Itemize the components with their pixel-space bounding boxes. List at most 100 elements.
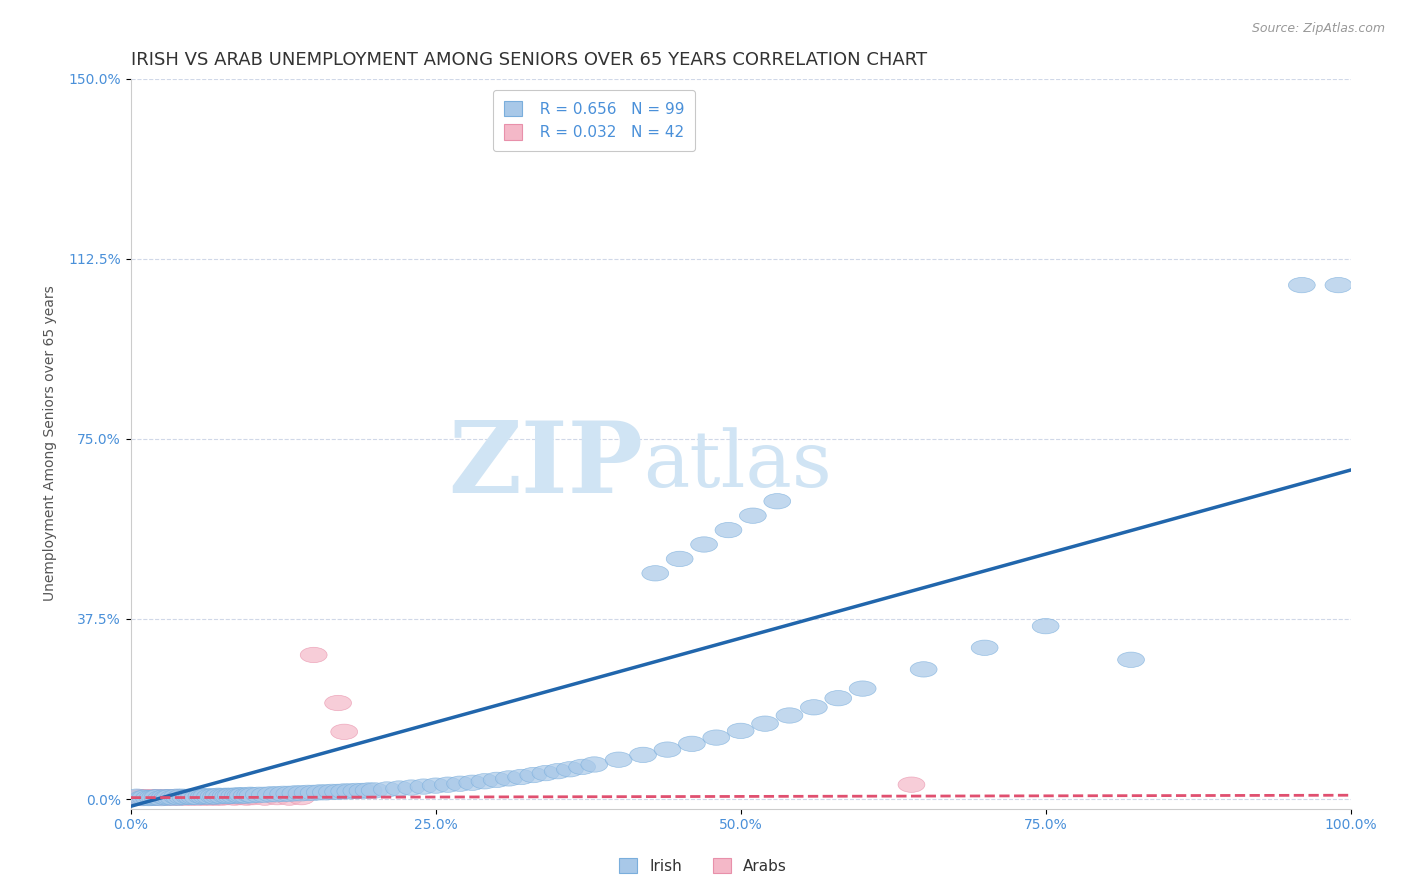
Text: ZIP: ZIP <box>449 417 643 514</box>
Ellipse shape <box>910 662 936 677</box>
Ellipse shape <box>666 551 693 566</box>
Ellipse shape <box>188 789 215 805</box>
Ellipse shape <box>337 784 364 799</box>
Ellipse shape <box>330 784 357 799</box>
Ellipse shape <box>276 786 302 802</box>
Legend:   R = 0.656   N = 99,   R = 0.032   N = 42: R = 0.656 N = 99, R = 0.032 N = 42 <box>494 90 695 151</box>
Ellipse shape <box>776 708 803 723</box>
Ellipse shape <box>153 790 181 805</box>
Ellipse shape <box>458 775 485 790</box>
Ellipse shape <box>215 789 242 805</box>
Ellipse shape <box>252 790 278 805</box>
Ellipse shape <box>374 781 401 797</box>
Ellipse shape <box>264 789 291 805</box>
Ellipse shape <box>800 699 827 715</box>
Ellipse shape <box>129 790 156 805</box>
Ellipse shape <box>132 789 159 805</box>
Ellipse shape <box>246 787 273 803</box>
Ellipse shape <box>1288 277 1315 293</box>
Ellipse shape <box>163 789 190 805</box>
Ellipse shape <box>215 789 242 804</box>
Ellipse shape <box>288 789 315 805</box>
Ellipse shape <box>283 786 309 801</box>
Y-axis label: Unemployment Among Seniors over 65 years: Unemployment Among Seniors over 65 years <box>44 285 58 601</box>
Ellipse shape <box>142 790 169 805</box>
Ellipse shape <box>169 789 195 805</box>
Ellipse shape <box>166 790 193 805</box>
Ellipse shape <box>276 790 302 805</box>
Ellipse shape <box>654 742 681 757</box>
Ellipse shape <box>179 790 205 805</box>
Ellipse shape <box>301 785 328 800</box>
Ellipse shape <box>398 780 425 796</box>
Ellipse shape <box>330 724 357 739</box>
Ellipse shape <box>153 790 181 805</box>
Ellipse shape <box>160 790 187 805</box>
Ellipse shape <box>200 789 228 804</box>
Ellipse shape <box>312 785 339 800</box>
Ellipse shape <box>508 769 534 785</box>
Ellipse shape <box>825 690 852 706</box>
Ellipse shape <box>172 789 200 805</box>
Ellipse shape <box>643 566 669 581</box>
Ellipse shape <box>169 789 195 805</box>
Ellipse shape <box>752 716 779 731</box>
Text: Source: ZipAtlas.com: Source: ZipAtlas.com <box>1251 22 1385 36</box>
Ellipse shape <box>202 790 229 805</box>
Ellipse shape <box>228 788 254 804</box>
Ellipse shape <box>229 788 256 803</box>
Ellipse shape <box>325 784 352 799</box>
Ellipse shape <box>252 787 278 803</box>
Ellipse shape <box>181 789 208 805</box>
Ellipse shape <box>716 523 742 538</box>
Ellipse shape <box>179 789 205 805</box>
Ellipse shape <box>166 790 193 805</box>
Ellipse shape <box>434 777 461 792</box>
Ellipse shape <box>218 788 245 804</box>
Ellipse shape <box>129 790 156 805</box>
Ellipse shape <box>188 789 215 804</box>
Ellipse shape <box>568 759 596 774</box>
Legend: Irish, Arabs: Irish, Arabs <box>613 852 793 880</box>
Ellipse shape <box>484 772 510 788</box>
Ellipse shape <box>557 762 583 777</box>
Ellipse shape <box>200 789 228 805</box>
Ellipse shape <box>1118 652 1144 667</box>
Ellipse shape <box>135 790 163 805</box>
Ellipse shape <box>193 789 219 804</box>
Ellipse shape <box>202 789 229 805</box>
Ellipse shape <box>197 790 224 805</box>
Ellipse shape <box>605 752 633 767</box>
Ellipse shape <box>148 790 174 805</box>
Ellipse shape <box>190 789 218 805</box>
Ellipse shape <box>184 790 211 805</box>
Ellipse shape <box>264 787 291 802</box>
Ellipse shape <box>972 640 998 656</box>
Ellipse shape <box>152 789 179 805</box>
Ellipse shape <box>325 696 352 711</box>
Ellipse shape <box>148 790 174 805</box>
Ellipse shape <box>212 788 239 804</box>
Ellipse shape <box>208 790 236 805</box>
Ellipse shape <box>288 786 315 801</box>
Ellipse shape <box>849 681 876 697</box>
Ellipse shape <box>257 787 284 802</box>
Ellipse shape <box>1324 277 1351 293</box>
Ellipse shape <box>411 779 437 794</box>
Ellipse shape <box>221 790 247 805</box>
Ellipse shape <box>132 790 159 805</box>
Ellipse shape <box>1032 618 1059 634</box>
Text: IRISH VS ARAB UNEMPLOYMENT AMONG SENIORS OVER 65 YEARS CORRELATION CHART: IRISH VS ARAB UNEMPLOYMENT AMONG SENIORS… <box>131 51 927 69</box>
Ellipse shape <box>307 785 333 800</box>
Ellipse shape <box>160 790 187 805</box>
Ellipse shape <box>236 787 264 803</box>
Ellipse shape <box>124 790 150 805</box>
Ellipse shape <box>221 788 247 804</box>
Ellipse shape <box>205 789 232 805</box>
Ellipse shape <box>163 789 190 805</box>
Ellipse shape <box>385 780 412 797</box>
Ellipse shape <box>228 789 254 805</box>
Ellipse shape <box>727 723 754 739</box>
Ellipse shape <box>233 788 260 804</box>
Ellipse shape <box>184 789 211 805</box>
